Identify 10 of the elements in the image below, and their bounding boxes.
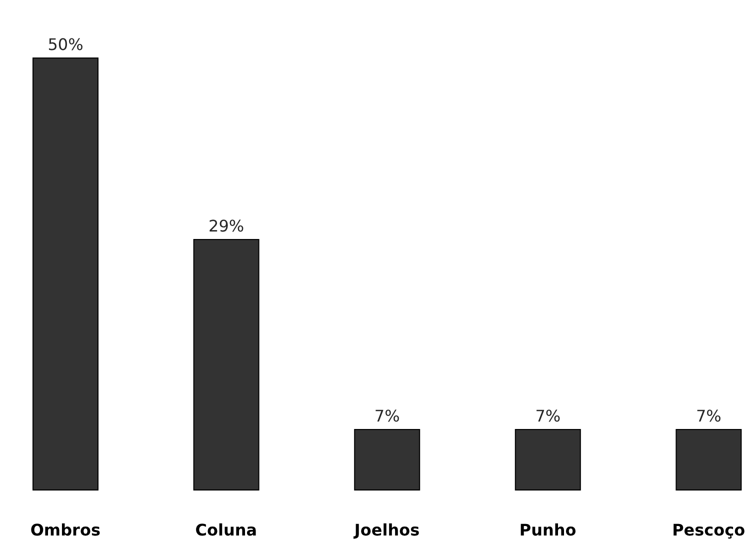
data-label: 7% [696, 406, 722, 426]
data-label: 50% [48, 35, 84, 54]
data-label: 7% [374, 406, 400, 426]
x-tick-label: Joelhos [353, 520, 420, 540]
data-label: 7% [535, 406, 561, 426]
x-tick-label: Punho [519, 520, 576, 540]
x-tick-label: Ombros [30, 520, 100, 540]
data-label: 29% [208, 216, 244, 236]
x-tick-label: Coluna [195, 520, 258, 540]
x-tick-label: Pescoço [672, 520, 746, 540]
